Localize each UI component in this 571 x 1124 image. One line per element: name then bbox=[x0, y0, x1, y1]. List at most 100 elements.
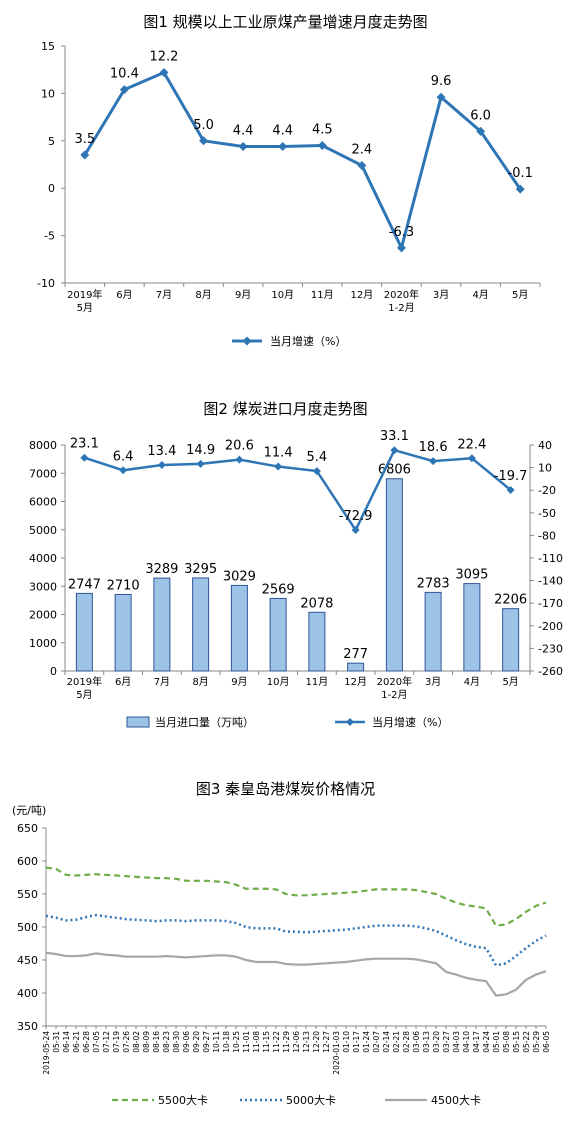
data-label: 3.5 bbox=[74, 132, 95, 147]
right-y-tick-label: -80 bbox=[538, 529, 556, 542]
growth-point bbox=[119, 466, 128, 475]
x-tick-label: 11-01 bbox=[242, 1031, 251, 1053]
x-tick-label: 08-16 bbox=[152, 1031, 161, 1053]
x-tick-label: 09-27 bbox=[202, 1031, 211, 1053]
right-y-tick-label: -20 bbox=[538, 484, 556, 497]
x-tick-label: 09-06 bbox=[182, 1031, 191, 1053]
growth-label: -19.7 bbox=[494, 469, 528, 484]
x-tick-label: 1-2月 bbox=[388, 302, 414, 314]
bar bbox=[385, 478, 403, 672]
price-line-4500大卡 bbox=[45, 951, 547, 997]
x-tick-label: 10-18 bbox=[222, 1031, 231, 1053]
x-tick-label: 6月 bbox=[115, 676, 131, 688]
x-tick-label: 03-06 bbox=[412, 1031, 421, 1053]
x-tick-label: 8月 bbox=[195, 289, 211, 301]
bar bbox=[502, 608, 520, 672]
growth-label: 11.4 bbox=[264, 446, 293, 461]
x-tick-label: 05-15 bbox=[512, 1031, 521, 1053]
data-point bbox=[159, 68, 169, 78]
left-y-tick-label: 0 bbox=[50, 665, 57, 678]
bar-label: 3095 bbox=[455, 568, 488, 583]
x-tick-label: 03-27 bbox=[442, 1031, 451, 1053]
x-tick-label: 10月 bbox=[271, 289, 294, 301]
x-tick-label: 01-24 bbox=[362, 1031, 371, 1053]
data-label: -0.1 bbox=[508, 166, 533, 181]
data-point bbox=[357, 160, 367, 170]
chart2-svg: 8000 7000 6000 5000 4000 3000 2000 1000 0 40 10 -20… bbox=[29, 429, 563, 729]
data-point bbox=[238, 141, 248, 151]
left-y-tick-label: 6000 bbox=[29, 496, 57, 509]
right-y-tick-label: -140 bbox=[538, 575, 563, 588]
bar bbox=[308, 611, 326, 672]
x-tick-label: 11-15 bbox=[262, 1031, 271, 1053]
x-tick-label: 5月 bbox=[502, 676, 518, 688]
data-point bbox=[80, 150, 90, 160]
chart2-title: 图2 煤炭进口月度走势图 bbox=[203, 400, 368, 418]
growth-point bbox=[506, 485, 515, 494]
y-tick-label: 350 bbox=[17, 1020, 38, 1033]
data-point bbox=[317, 141, 327, 151]
bar-label: 3029 bbox=[223, 569, 256, 584]
x-tick-label: 01-17 bbox=[352, 1031, 361, 1053]
data-label: 9.6 bbox=[431, 74, 452, 89]
growth-point bbox=[429, 457, 438, 466]
legend-bar-swatch bbox=[126, 716, 150, 728]
x-tick-label: 02-14 bbox=[382, 1031, 391, 1053]
growth-label: 5.4 bbox=[307, 450, 328, 465]
chart3-svg: (元/吨) 650 600 550 500 450 400 350 2019-05-24 05-3… bbox=[12, 804, 551, 1107]
y-tick-label: -10 bbox=[37, 277, 55, 290]
data-label: -6.3 bbox=[389, 225, 414, 240]
growth-point bbox=[196, 459, 205, 468]
x-tick-label: 12月 bbox=[351, 289, 374, 301]
growth-point bbox=[390, 446, 399, 455]
x-tick-label: 01-10 bbox=[342, 1031, 351, 1053]
x-tick-label: 05-31 bbox=[52, 1031, 61, 1053]
x-tick-label: 04-17 bbox=[472, 1031, 481, 1053]
x-tick-label: 07-19 bbox=[112, 1031, 121, 1053]
growth-point bbox=[351, 526, 360, 535]
data-label: 12.2 bbox=[149, 50, 178, 65]
data-point bbox=[119, 85, 129, 95]
x-tick-label: 02-07 bbox=[372, 1031, 381, 1053]
bar-label: 2710 bbox=[107, 578, 140, 593]
y-tick-label: 10 bbox=[41, 87, 55, 100]
price-line-5500大卡 bbox=[45, 866, 547, 927]
growth-point bbox=[157, 461, 166, 470]
bar bbox=[347, 662, 365, 672]
legend-marker bbox=[242, 336, 252, 346]
data-point bbox=[436, 92, 446, 102]
x-tick-label: 2020年 bbox=[377, 675, 412, 688]
bar-label: 2783 bbox=[417, 576, 450, 591]
bar bbox=[114, 593, 132, 672]
left-y-tick-label: 3000 bbox=[29, 580, 57, 593]
y-unit-label: (元/吨) bbox=[12, 804, 46, 817]
x-tick-label: 03-13 bbox=[422, 1031, 431, 1053]
bar bbox=[424, 591, 442, 672]
data-point bbox=[199, 136, 209, 146]
data-point bbox=[396, 243, 406, 253]
legend-label: 5000大卡 bbox=[286, 1093, 336, 1107]
data-label: 5.0 bbox=[193, 118, 214, 133]
data-label: 2.4 bbox=[352, 142, 373, 157]
x-tick-label: 05-22 bbox=[522, 1031, 531, 1053]
x-tick-label: 07-05 bbox=[92, 1031, 101, 1053]
data-point bbox=[515, 184, 525, 194]
data-label: 6.0 bbox=[470, 108, 491, 123]
x-tick-label: 11月 bbox=[306, 676, 329, 688]
left-y-tick-label: 8000 bbox=[29, 439, 57, 452]
x-tick-label: 7月 bbox=[154, 676, 170, 688]
y-tick-label: 500 bbox=[17, 921, 38, 934]
x-tick-label: 08-09 bbox=[142, 1031, 151, 1053]
growth-label: 22.4 bbox=[457, 437, 486, 452]
x-tick-label: 4月 bbox=[464, 676, 480, 688]
data-label: 4.4 bbox=[233, 123, 254, 138]
bar bbox=[230, 584, 248, 672]
x-tick-label: 2020年 bbox=[384, 288, 419, 301]
x-tick-label: 06-21 bbox=[72, 1031, 81, 1053]
bar-label: 2569 bbox=[262, 582, 295, 597]
right-y-tick-label: 10 bbox=[538, 462, 552, 475]
growth-label: -72.9 bbox=[339, 509, 373, 524]
growth-label: 23.1 bbox=[70, 437, 99, 452]
bar bbox=[75, 592, 93, 672]
